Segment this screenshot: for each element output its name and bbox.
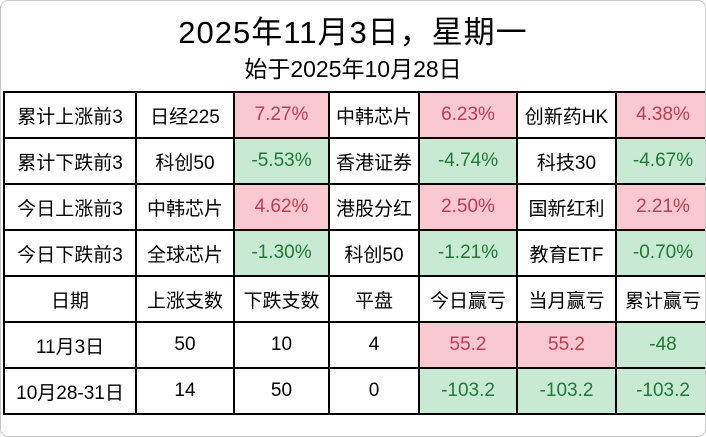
table-cell: 4.62% xyxy=(233,183,330,231)
table-cell: 科技30 xyxy=(516,137,617,185)
page-subtitle: 始于2025年10月28日 xyxy=(244,56,462,82)
table-cell: 港股分红 xyxy=(328,183,420,231)
table-cell: 香港证券 xyxy=(328,137,420,185)
table-cell: 日经225 xyxy=(135,91,235,139)
table-row: 累计上涨前3 日经225 7.27% 中韩芯片 6.23% 创新药HK 4.38% xyxy=(3,91,705,139)
table-cell: 10月28-31日 xyxy=(3,367,137,415)
table-cell: -103.2 xyxy=(418,367,518,415)
table-cell: 6.23% xyxy=(418,91,518,139)
table-cell: 50 xyxy=(233,367,330,415)
market-summary-table: 累计上涨前3 日经225 7.27% 中韩芯片 6.23% 创新药HK 4.38% 累计下跌前… xyxy=(3,91,705,415)
table-cell: 教育ETF xyxy=(516,229,617,277)
table-cell: -103.2 xyxy=(516,367,617,415)
table-cell: -1.30% xyxy=(233,229,330,277)
table-cell: 4 xyxy=(328,321,420,369)
table-cell: 下跌支数 xyxy=(233,275,330,323)
table-cell: -4.74% xyxy=(418,137,518,185)
table-cell: 日期 xyxy=(3,275,137,323)
table-row: 11月3日 50 10 4 55.2 55.2 -48 xyxy=(3,321,705,369)
table-cell: 今日赢亏 xyxy=(418,275,518,323)
table-cell: -48 xyxy=(615,321,705,369)
table-cell: 累计上涨前3 xyxy=(3,91,137,139)
table-cell: 累计下跌前3 xyxy=(3,137,137,185)
table-cell: 11月3日 xyxy=(3,321,137,369)
table-cell: 10 xyxy=(233,321,330,369)
table-cell: 创新药HK xyxy=(516,91,617,139)
table-cell: 累计赢亏 xyxy=(615,275,705,323)
table-cell: 2.50% xyxy=(418,183,518,231)
table-cell: 0 xyxy=(328,367,420,415)
table-cell: 中韩芯片 xyxy=(328,91,420,139)
table-cell: 今日下跌前3 xyxy=(3,229,137,277)
table-row: 累计下跌前3 科创50 -5.53% 香港证券 -4.74% 科技30 -4.67% xyxy=(3,137,705,185)
table-row: 10月28-31日 14 50 0 -103.2 -103.2 -103.2 xyxy=(3,367,705,415)
table-cell: -0.70% xyxy=(615,229,705,277)
table-cell: 7.27% xyxy=(233,91,330,139)
table-cell: 今日上涨前3 xyxy=(3,183,137,231)
table-cell: 55.2 xyxy=(418,321,518,369)
table-cell: 中韩芯片 xyxy=(135,183,235,231)
table-cell: 科创50 xyxy=(328,229,420,277)
table-cell: -5.53% xyxy=(233,137,330,185)
table-row: 日期 上涨支数 下跌支数 平盘 今日赢亏 当月赢亏 累计赢亏 xyxy=(3,275,705,323)
table-cell: 2.21% xyxy=(615,183,705,231)
table-cell: 国新红利 xyxy=(516,183,617,231)
table-cell: 4.38% xyxy=(615,91,705,139)
table-cell: -1.21% xyxy=(418,229,518,277)
table-cell: 平盘 xyxy=(328,275,420,323)
table-cell: 50 xyxy=(135,321,235,369)
table-cell: 55.2 xyxy=(516,321,617,369)
table-cell: 科创50 xyxy=(135,137,235,185)
table-cell: 全球芯片 xyxy=(135,229,235,277)
page-title: 2025年11月3日，星期一 xyxy=(178,15,528,50)
table-cell: 上涨支数 xyxy=(135,275,235,323)
table-cell: -103.2 xyxy=(615,367,705,415)
table-row: 今日上涨前3 中韩芯片 4.62% 港股分红 2.50% 国新红利 2.21% xyxy=(3,183,705,231)
table-body: 累计上涨前3 日经225 7.27% 中韩芯片 6.23% 创新药HK 4.38% 累计下跌前… xyxy=(3,91,705,415)
table-cell: 当月赢亏 xyxy=(516,275,617,323)
table-row: 今日下跌前3 全球芯片 -1.30% 科创50 -1.21% 教育ETF -0.70% xyxy=(3,229,705,277)
table-cell: 14 xyxy=(135,367,235,415)
table-cell: -4.67% xyxy=(615,137,705,185)
